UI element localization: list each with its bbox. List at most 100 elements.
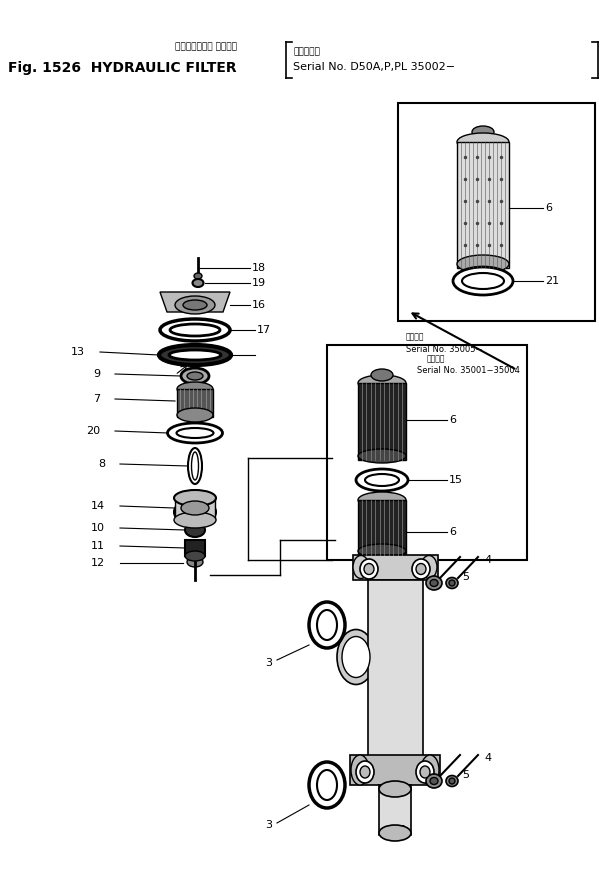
Text: 15: 15 bbox=[449, 475, 463, 485]
Text: 適用号機: 適用号機 bbox=[427, 354, 446, 363]
Ellipse shape bbox=[416, 761, 434, 783]
Text: 16: 16 bbox=[252, 300, 266, 310]
Ellipse shape bbox=[421, 755, 439, 785]
Text: 19: 19 bbox=[252, 278, 266, 288]
Ellipse shape bbox=[170, 324, 220, 336]
Bar bbox=[358, 383, 406, 460]
Ellipse shape bbox=[188, 448, 202, 484]
Ellipse shape bbox=[430, 579, 438, 586]
Ellipse shape bbox=[426, 774, 442, 788]
Ellipse shape bbox=[446, 577, 458, 589]
Bar bbox=[368, 580, 423, 760]
Ellipse shape bbox=[360, 559, 378, 579]
Ellipse shape bbox=[364, 564, 374, 575]
Ellipse shape bbox=[181, 501, 209, 515]
Text: 9: 9 bbox=[93, 369, 100, 379]
Text: 7: 7 bbox=[93, 394, 100, 404]
Ellipse shape bbox=[356, 761, 374, 783]
Ellipse shape bbox=[421, 556, 437, 578]
Bar bbox=[185, 540, 205, 556]
Text: 6: 6 bbox=[449, 415, 456, 425]
Text: 6: 6 bbox=[449, 527, 456, 537]
Ellipse shape bbox=[187, 557, 203, 567]
Ellipse shape bbox=[356, 469, 408, 491]
Ellipse shape bbox=[358, 449, 406, 463]
Ellipse shape bbox=[358, 544, 406, 558]
Ellipse shape bbox=[191, 452, 198, 480]
Ellipse shape bbox=[181, 368, 209, 384]
Ellipse shape bbox=[194, 273, 202, 279]
Text: （適用号機: （適用号機 bbox=[293, 48, 320, 57]
Bar bbox=[358, 500, 406, 555]
Ellipse shape bbox=[430, 778, 438, 785]
Ellipse shape bbox=[379, 825, 411, 841]
Ellipse shape bbox=[351, 755, 369, 785]
Text: 14: 14 bbox=[91, 501, 105, 511]
Ellipse shape bbox=[175, 296, 215, 314]
Text: 10: 10 bbox=[91, 523, 105, 533]
Ellipse shape bbox=[169, 350, 221, 360]
Text: 1: 1 bbox=[400, 825, 407, 835]
Ellipse shape bbox=[457, 255, 509, 273]
Ellipse shape bbox=[449, 778, 455, 784]
Ellipse shape bbox=[160, 319, 230, 341]
Ellipse shape bbox=[187, 372, 203, 380]
Ellipse shape bbox=[446, 775, 458, 787]
Bar bbox=[379, 785, 411, 835]
Ellipse shape bbox=[453, 267, 513, 295]
Text: 6: 6 bbox=[545, 203, 552, 213]
Ellipse shape bbox=[159, 345, 231, 365]
Text: 適用号機: 適用号機 bbox=[406, 333, 424, 341]
Text: 5: 5 bbox=[462, 572, 469, 582]
Text: 8: 8 bbox=[98, 459, 105, 469]
Ellipse shape bbox=[174, 490, 216, 506]
Bar bbox=[353, 555, 438, 580]
Bar bbox=[457, 142, 509, 268]
Ellipse shape bbox=[379, 781, 411, 797]
Text: Fig. 1526  HYDRAULIC FILTER: Fig. 1526 HYDRAULIC FILTER bbox=[8, 61, 237, 75]
Text: Serial No. 35001−35004: Serial No. 35001−35004 bbox=[417, 367, 520, 375]
Bar bbox=[177, 389, 213, 417]
Ellipse shape bbox=[185, 523, 205, 537]
Text: 5: 5 bbox=[462, 770, 469, 780]
Ellipse shape bbox=[462, 273, 504, 289]
Ellipse shape bbox=[337, 630, 375, 685]
Ellipse shape bbox=[168, 423, 223, 443]
Bar bbox=[327, 345, 527, 560]
Ellipse shape bbox=[183, 300, 207, 310]
Text: 17: 17 bbox=[257, 325, 271, 335]
Text: 3: 3 bbox=[265, 820, 272, 830]
Ellipse shape bbox=[416, 564, 426, 575]
Ellipse shape bbox=[174, 499, 216, 525]
Bar bbox=[175, 498, 215, 520]
Text: ハイドロリック フィルタ: ハイドロリック フィルタ bbox=[175, 43, 237, 51]
Text: 4: 4 bbox=[484, 753, 491, 763]
Ellipse shape bbox=[360, 766, 370, 778]
Ellipse shape bbox=[185, 551, 205, 561]
Ellipse shape bbox=[309, 602, 345, 648]
Ellipse shape bbox=[365, 474, 399, 486]
Ellipse shape bbox=[192, 279, 203, 287]
Text: 13: 13 bbox=[71, 347, 85, 357]
Text: 20: 20 bbox=[86, 426, 100, 436]
Ellipse shape bbox=[358, 375, 406, 391]
Bar bbox=[350, 755, 440, 785]
Text: 3: 3 bbox=[265, 658, 272, 668]
Ellipse shape bbox=[472, 126, 494, 138]
Ellipse shape bbox=[174, 512, 216, 528]
Ellipse shape bbox=[177, 408, 213, 422]
Text: 18: 18 bbox=[252, 263, 266, 273]
Text: 11: 11 bbox=[91, 541, 105, 551]
Ellipse shape bbox=[449, 580, 455, 586]
Text: Serial No. D50A,P,PL 35002−: Serial No. D50A,P,PL 35002− bbox=[293, 62, 455, 72]
Text: 12: 12 bbox=[91, 558, 105, 568]
Bar bbox=[398, 103, 595, 321]
Ellipse shape bbox=[358, 492, 406, 508]
Text: 21: 21 bbox=[545, 276, 559, 286]
Ellipse shape bbox=[342, 637, 370, 678]
Ellipse shape bbox=[177, 428, 214, 438]
Ellipse shape bbox=[317, 610, 337, 640]
Ellipse shape bbox=[309, 762, 345, 808]
Ellipse shape bbox=[371, 369, 393, 381]
Ellipse shape bbox=[412, 559, 430, 579]
